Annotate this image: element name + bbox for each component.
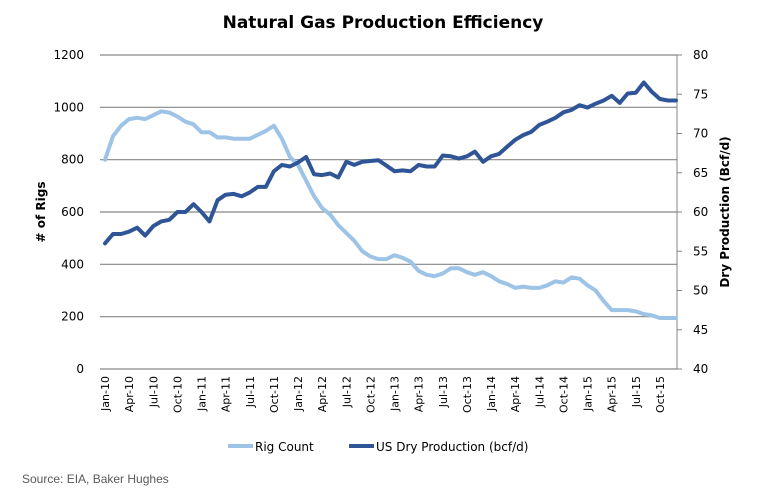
x-tick-label: Jan-13 — [389, 376, 402, 412]
y2-axis-title: Dry Production (Bcf/d) — [718, 136, 732, 287]
y-tick-label: 600 — [61, 205, 84, 219]
x-tick-label: Jul-11 — [244, 376, 257, 408]
x-tick-label: Oct-10 — [171, 376, 184, 413]
x-tick-label: Oct-14 — [557, 376, 570, 413]
y2-tick-label: 80 — [693, 48, 708, 62]
y2-tick-label: 55 — [693, 244, 708, 258]
x-tick-label: Apr-13 — [413, 376, 426, 412]
legend-label: US Dry Production (bcf/d) — [376, 440, 528, 454]
x-tick-label: Jul-12 — [340, 376, 353, 408]
series-line-rig-count — [103, 109, 678, 320]
x-axis: Jan-10 Apr-10 Jul-10 Oct-10 Jan-11 Apr-11 Jul-… — [99, 376, 667, 413]
x-tick-label: Jan-11 — [196, 376, 209, 412]
y2-tick-label: 70 — [693, 127, 708, 141]
y-tick-label: 0 — [76, 362, 84, 376]
y2-tick-label: 60 — [693, 205, 708, 219]
y-tick-label: 1200 — [53, 48, 84, 62]
x-tick-label: Apr-12 — [316, 376, 329, 412]
y2-tick-label: 75 — [693, 87, 708, 101]
y-tick-label: 800 — [61, 153, 84, 167]
y2-tick-label: 40 — [693, 362, 708, 376]
x-tick-label: Oct-12 — [364, 376, 377, 413]
x-tick-label: Oct-13 — [461, 376, 474, 413]
legend-label: Rig Count — [255, 440, 314, 454]
y2-tick-label: 45 — [693, 323, 708, 337]
y-tick-label: 400 — [61, 257, 84, 271]
x-tick-label: Jan-12 — [292, 376, 305, 412]
gridlines — [100, 54, 677, 370]
y-tick-label: 1000 — [53, 100, 84, 114]
y2-tick-label: 50 — [693, 284, 708, 298]
y-axis-left: 0 200 400 600 800 1000 1200 — [53, 48, 84, 376]
y-tick-label: 200 — [61, 310, 84, 324]
source-note: Source: EIA, Baker Hughes — [22, 472, 169, 486]
x-tick-label: Apr-10 — [123, 376, 136, 412]
legend: Rig Count US Dry Production (bcf/d) — [228, 440, 528, 454]
x-tick-label: Jan-15 — [582, 376, 595, 412]
x-tick-label: Jul-10 — [147, 376, 160, 408]
y-axis-right: 40 45 50 55 60 65 70 75 80 — [676, 48, 708, 376]
x-tick-label: Apr-15 — [606, 376, 619, 412]
series-lines — [103, 80, 678, 320]
y2-tick-label: 65 — [693, 166, 708, 180]
series-line-us-dry-production — [103, 80, 678, 246]
x-tick-label: Oct-11 — [268, 376, 281, 413]
x-tick-label: Apr-11 — [220, 376, 233, 412]
x-tick-label: Jul-15 — [630, 376, 643, 408]
x-tick-label: Jul-13 — [437, 376, 450, 408]
y-axis-title: # of Rigs — [34, 182, 48, 243]
x-tick-label: Oct-15 — [654, 376, 667, 413]
x-tick-label: Apr-14 — [509, 376, 522, 412]
x-tick-label: Jan-14 — [485, 376, 498, 412]
chart-title: Natural Gas Production Efficiency — [223, 13, 544, 33]
x-tick-label: Jul-14 — [533, 376, 546, 408]
x-tick-label: Jan-10 — [99, 376, 112, 412]
